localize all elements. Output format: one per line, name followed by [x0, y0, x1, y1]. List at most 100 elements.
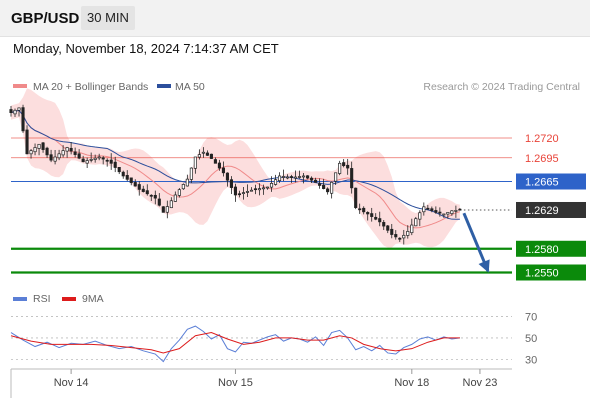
rsi-line	[10, 325, 460, 363]
candle-body	[302, 175, 306, 178]
candle-body	[241, 192, 246, 194]
resistance-label-1.2695: 1.2695	[525, 153, 559, 165]
candle-body	[221, 167, 225, 174]
candle	[438, 207, 442, 217]
candle-body	[157, 198, 161, 206]
candle-body	[113, 161, 117, 168]
candle-body	[105, 159, 109, 162]
candle	[73, 147, 77, 158]
candle-body	[177, 189, 181, 196]
candle-body	[193, 156, 197, 169]
candle-body	[422, 206, 426, 213]
candle-body	[53, 156, 57, 162]
candle-body	[89, 158, 93, 161]
candle	[362, 206, 366, 215]
candle	[322, 178, 326, 190]
candle	[374, 213, 378, 221]
datetime-label: Monday, November 18, 2024 7:14:37 AM CET	[13, 41, 279, 56]
candle	[141, 185, 145, 193]
header-bar: GBP/USD 30 MIN	[0, 0, 590, 37]
timeframe-button[interactable]: 30 MIN	[81, 6, 135, 30]
candle-body	[197, 154, 201, 158]
candle	[129, 177, 133, 186]
candle	[245, 184, 250, 197]
candle	[434, 206, 438, 214]
candle-body	[69, 147, 73, 152]
candle	[145, 184, 149, 196]
candle	[93, 154, 97, 163]
candle	[33, 143, 37, 156]
candle-body	[217, 162, 221, 169]
candle-body	[318, 183, 322, 186]
candle	[201, 147, 205, 158]
candle	[133, 179, 137, 187]
support-label-box-1.2550	[516, 264, 586, 281]
candle	[450, 210, 454, 216]
candle-body	[213, 159, 217, 164]
candle-body	[121, 171, 125, 177]
candle-body	[350, 168, 354, 189]
candle	[81, 155, 85, 163]
rsi-tick-50: 50	[525, 333, 537, 345]
candle-body	[438, 211, 442, 214]
candle-body	[101, 157, 105, 160]
candle	[249, 187, 254, 192]
candle	[326, 187, 330, 195]
candle-body	[225, 172, 229, 181]
candle	[41, 141, 45, 153]
candle	[69, 142, 73, 155]
candle	[253, 184, 258, 195]
candle	[394, 230, 398, 240]
candle-body	[13, 109, 17, 115]
candle	[37, 143, 41, 156]
candle-body	[414, 218, 418, 227]
candle-body	[265, 186, 270, 189]
candle-body	[394, 234, 398, 238]
candle	[338, 160, 342, 176]
candle	[354, 187, 358, 210]
candle-body	[346, 164, 350, 169]
candle	[125, 170, 129, 182]
support-label-1.2580: 1.2580	[525, 244, 559, 256]
candle	[189, 167, 193, 183]
candle	[386, 224, 390, 234]
pivot-label-1.2665: 1.2665	[525, 177, 559, 189]
candle-body	[454, 210, 458, 212]
candle	[61, 145, 65, 158]
candle	[29, 148, 33, 159]
candle	[302, 172, 306, 184]
candle-body	[342, 162, 346, 167]
candle-body	[97, 156, 101, 159]
candle-body	[41, 142, 45, 150]
legend-swatch-rsi	[13, 297, 27, 301]
candle	[261, 184, 266, 195]
candle	[418, 210, 422, 227]
candle-body	[290, 176, 294, 178]
support-label-box-1.2580	[516, 240, 586, 257]
candle-body	[65, 147, 69, 152]
candle	[185, 174, 189, 187]
candle	[25, 125, 29, 155]
candle-body	[77, 153, 81, 159]
legend-label-bollinger: MA 20 + Bollinger Bands	[33, 81, 148, 93]
candle-body	[362, 207, 366, 213]
legend-swatch-bollinger	[13, 84, 27, 88]
candle-body	[85, 160, 89, 164]
candle-body	[165, 206, 169, 213]
x-tick-label-2: Nov 18	[394, 377, 429, 389]
candle-body	[370, 213, 374, 217]
forecast-arrow-head	[478, 259, 490, 273]
candle	[49, 149, 53, 163]
candle	[97, 153, 101, 161]
candle	[241, 186, 246, 200]
ma20-line	[10, 109, 461, 229]
candle-body	[418, 212, 422, 220]
support-label-1.2550: 1.2550	[525, 268, 559, 280]
candle-body	[149, 194, 153, 197]
candle-body	[450, 210, 454, 214]
legend-label-ma50: MA 50	[175, 81, 205, 93]
candle	[193, 156, 197, 174]
candle-body	[382, 222, 386, 227]
candle-body	[161, 206, 165, 213]
